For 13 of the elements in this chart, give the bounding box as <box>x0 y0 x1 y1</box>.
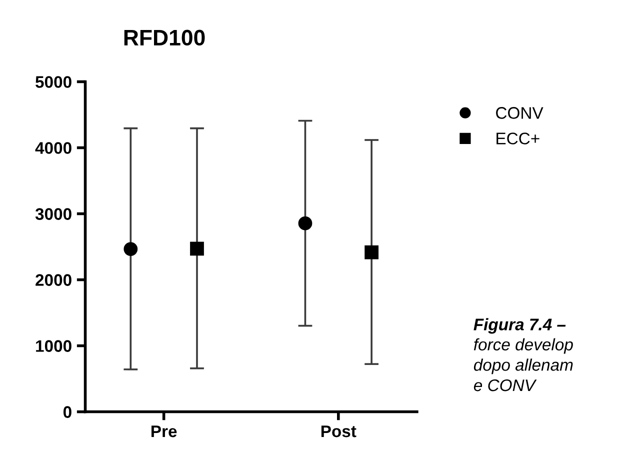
x-tick-label: Pre <box>152 426 177 438</box>
text: force develop dopo allenam e CONV <box>474 338 573 392</box>
y-tick-label: 2000 <box>36 274 72 286</box>
legend-label: ECC+ <box>496 132 540 144</box>
x-tick-label: Post <box>321 426 356 438</box>
y-tick-label: 3000 <box>35 208 72 220</box>
text: Figura 7.4 – <box>474 318 566 334</box>
legend-label: CONV <box>496 107 544 119</box>
y-tick-label: 5000 <box>36 76 72 88</box>
y-tick-label: 1000 <box>36 340 72 352</box>
chart-title: RFD100 <box>124 30 205 46</box>
y-tick-label: 0 <box>63 406 72 418</box>
y-tick-label: 4000 <box>35 142 72 154</box>
